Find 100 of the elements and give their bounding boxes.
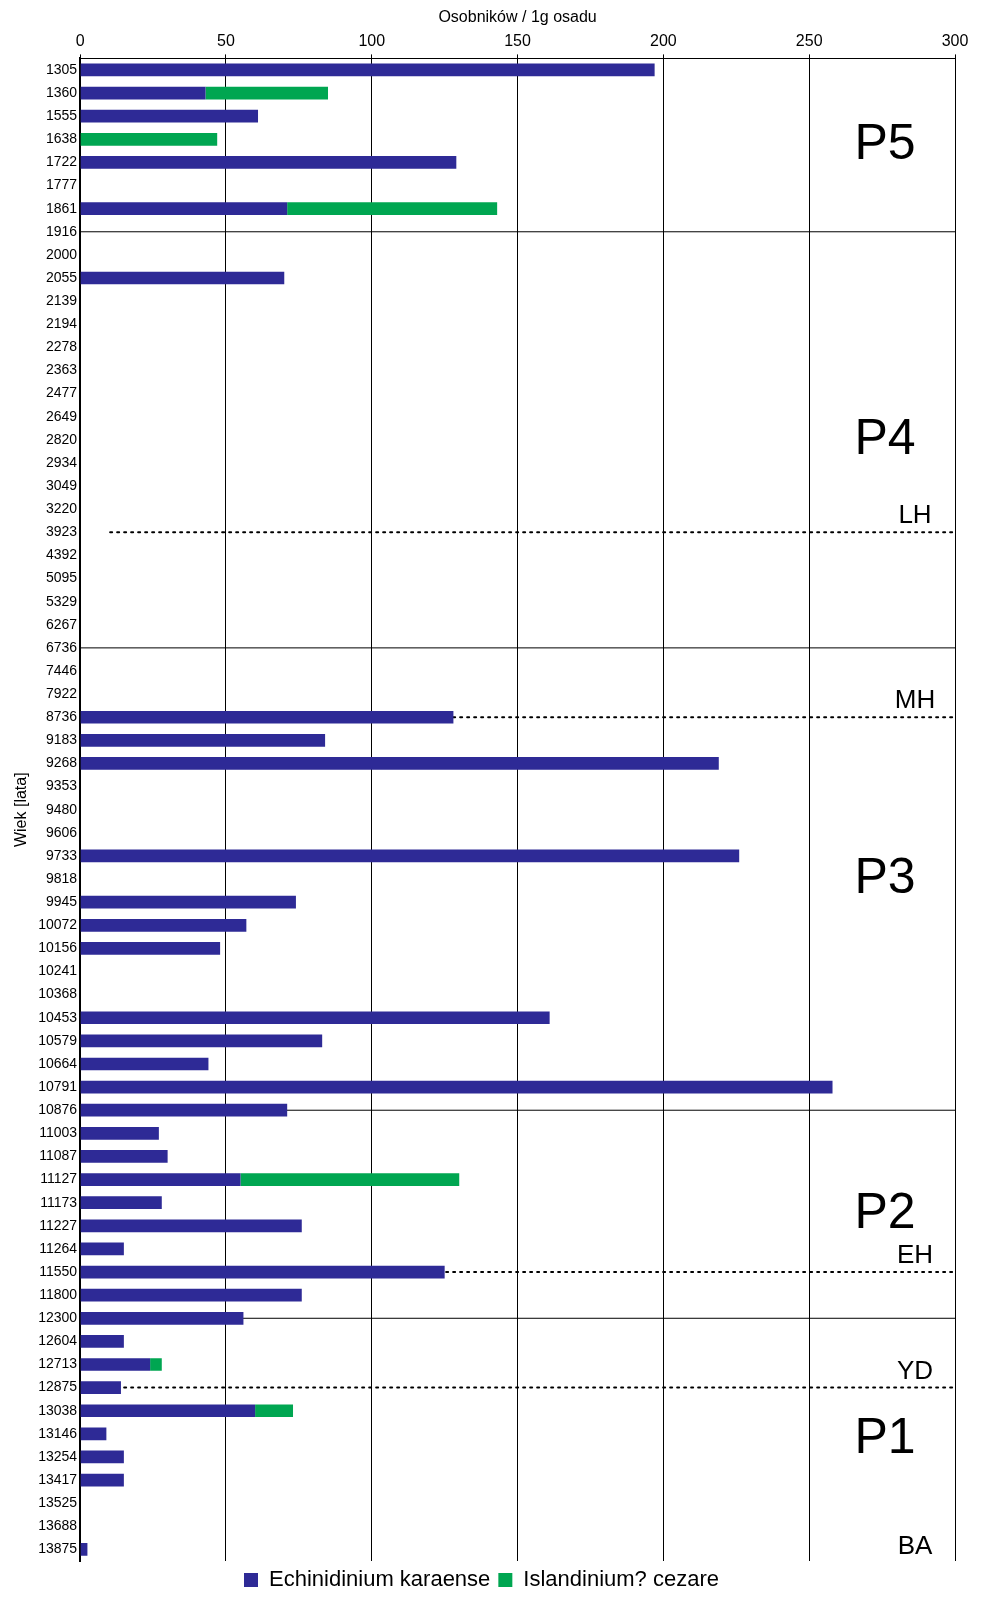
y-tick-label: 2000 (45, 245, 78, 262)
y-tick-label: 11003 (39, 1124, 78, 1141)
bar (80, 1242, 124, 1256)
y-tick-label: 2934 (45, 453, 78, 470)
y-tick-label: 2477 (45, 384, 78, 401)
y-tick-label: 7446 (45, 661, 78, 678)
bar (80, 156, 457, 169)
y-tick-label: 2139 (45, 291, 78, 308)
bar (80, 1126, 159, 1140)
y-tick-label: 1722 (45, 153, 78, 170)
y-tick-label: 6736 (45, 638, 78, 655)
bar (80, 849, 740, 863)
bar (80, 710, 454, 724)
y-tick-label: 3923 (45, 523, 78, 540)
bar (80, 1034, 323, 1048)
y-tick-label: 2194 (45, 315, 78, 332)
bar (80, 1473, 124, 1487)
annotation: P4 (854, 408, 916, 465)
y-tick-label: 9733 (45, 846, 78, 863)
y-tick-label: 10791 (38, 1077, 78, 1094)
ref-line-label: LH (898, 499, 932, 530)
y-tick-label: 13417 (38, 1470, 78, 1487)
y-tick-label: 11087 (39, 1147, 78, 1164)
bar (287, 202, 498, 216)
y-tick-label: 13146 (38, 1424, 78, 1441)
y-tick-label: 2278 (45, 338, 78, 355)
ref-line-label: MH (894, 684, 936, 715)
bar (80, 1427, 107, 1441)
bar (80, 1288, 302, 1302)
y-tick-label: 10664 (38, 1054, 78, 1071)
y-tick-label: 3220 (45, 500, 78, 517)
y-tick-label: 4392 (45, 546, 78, 563)
x-tick-label: 300 (941, 32, 969, 50)
bar (80, 109, 259, 123)
annotation: P5 (854, 113, 916, 170)
y-tick-label: 1360 (45, 83, 78, 100)
y-tick-label: 10368 (38, 985, 78, 1002)
y-tick-label: 11227 (39, 1216, 78, 1233)
y-tick-label: 10876 (38, 1101, 78, 1118)
y-tick-label: 6267 (45, 615, 78, 632)
y-tick-label: 13875 (38, 1540, 78, 1557)
bar (80, 1335, 124, 1348)
bar (80, 1358, 151, 1371)
y-tick-label: 12300 (38, 1309, 78, 1326)
y-tick-label: 1555 (45, 107, 78, 124)
x-tick-label: 100 (358, 32, 386, 50)
bar (255, 1404, 294, 1418)
y-tick-label: 9818 (45, 869, 78, 886)
bar (80, 895, 296, 909)
y-tick-label: 3049 (45, 476, 78, 493)
y-tick-label: 11550 (39, 1262, 78, 1279)
y-tick-label: 1861 (45, 199, 78, 216)
legend-label: Echinidinium karaense (269, 1566, 491, 1592)
y-tick-label: 9268 (45, 754, 78, 771)
x-tick-label: 200 (650, 32, 677, 50)
y-tick-label: 5329 (45, 592, 78, 609)
bar (80, 733, 326, 747)
y-tick-label: 10241 (38, 962, 78, 979)
ref-line-label: YD (896, 1354, 934, 1385)
bar (80, 918, 247, 932)
y-tick-label: 1777 (45, 176, 78, 193)
y-tick-label: 13688 (38, 1517, 78, 1534)
y-tick-label: 10579 (38, 1031, 78, 1048)
bar (80, 1404, 256, 1418)
bar (80, 1011, 550, 1025)
y-tick-label: 11127 (40, 1170, 78, 1187)
x-tick-label: 50 (217, 32, 235, 50)
y-tick-label: 10156 (38, 939, 78, 956)
bar (80, 1057, 209, 1071)
y-tick-label: 11264 (39, 1239, 78, 1256)
bar (80, 271, 285, 285)
annotation: P2 (854, 1183, 916, 1240)
bar (80, 1150, 168, 1163)
y-tick-label: 9606 (45, 823, 78, 840)
bar (80, 1103, 288, 1117)
y-tick-label: 2055 (45, 268, 78, 285)
y-tick-label: 2649 (45, 407, 78, 424)
bar (80, 1173, 241, 1186)
bar (80, 1543, 88, 1556)
y-tick-label: 13525 (38, 1494, 78, 1511)
y-tick-label: 9945 (45, 893, 78, 910)
y-tick-label: 9183 (45, 731, 78, 748)
y-tick-label: 1305 (45, 60, 78, 77)
y-tick-label: 1638 (45, 130, 78, 147)
bar (205, 86, 329, 100)
y-tick-label: 13038 (38, 1401, 78, 1418)
ref-line-label: EH (896, 1239, 934, 1270)
bar (80, 1219, 302, 1233)
x-tick-label: 150 (504, 32, 532, 50)
legend-label: Islandinium? cezare (523, 1566, 720, 1592)
bar (80, 132, 218, 146)
bar (150, 1358, 162, 1371)
bar (80, 1080, 833, 1094)
bar (80, 1450, 124, 1464)
x-axis-title: Osobników / 1g osadu (438, 8, 597, 26)
x-tick-label: 0 (75, 32, 85, 50)
y-tick-label: 11800 (39, 1286, 78, 1303)
y-tick-label: 9353 (45, 777, 78, 794)
x-tick-label: 250 (795, 32, 823, 50)
bar (80, 202, 288, 216)
